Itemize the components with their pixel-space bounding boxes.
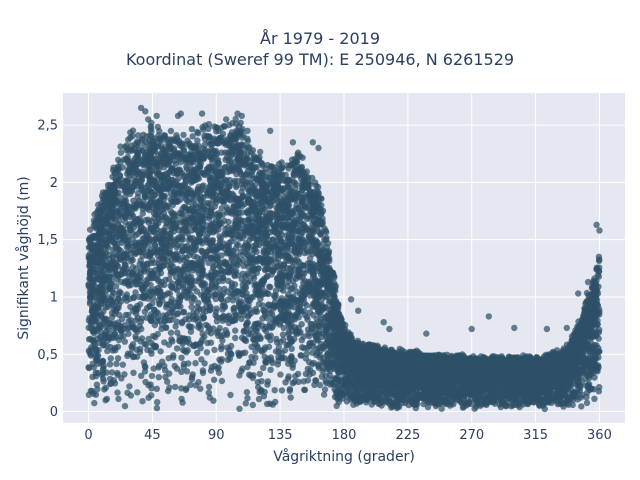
data-point — [205, 389, 212, 396]
data-point — [283, 341, 290, 349]
data-point — [150, 365, 157, 372]
data-point — [270, 292, 278, 299]
data-point — [132, 289, 139, 296]
data-point — [114, 389, 121, 396]
data-point — [272, 348, 280, 355]
data-point — [565, 401, 572, 408]
data-point — [129, 341, 137, 348]
data-point — [167, 127, 175, 135]
data-point — [244, 394, 251, 402]
data-point — [113, 360, 120, 367]
data-point — [438, 405, 445, 412]
data-point — [319, 367, 326, 375]
data-point — [286, 386, 294, 393]
data-point — [173, 345, 181, 352]
data-point — [188, 125, 196, 133]
data-point — [103, 395, 111, 403]
data-point — [218, 205, 225, 212]
data-point — [91, 399, 98, 407]
data-point — [278, 387, 286, 394]
data-point — [288, 345, 295, 352]
data-point — [90, 364, 98, 371]
data-point — [255, 395, 263, 403]
chart-title: År 1979 - 2019 — [260, 29, 380, 48]
data-point — [188, 303, 195, 311]
data-point — [596, 256, 603, 263]
data-point — [591, 395, 598, 402]
data-point — [227, 391, 234, 399]
data-point — [279, 331, 287, 338]
data-point — [278, 159, 285, 166]
data-point — [178, 368, 185, 375]
data-point — [172, 383, 179, 391]
data-point — [232, 183, 240, 191]
data-point — [320, 391, 328, 398]
data-point — [155, 374, 162, 381]
data-point — [141, 308, 148, 315]
data-point — [180, 363, 187, 370]
data-point — [167, 329, 175, 336]
data-point — [218, 377, 226, 385]
data-point — [178, 354, 185, 361]
data-point — [127, 392, 135, 399]
data-point — [312, 377, 319, 384]
data-point — [277, 371, 284, 378]
data-point — [198, 356, 205, 363]
data-point — [139, 398, 146, 405]
data-point — [265, 343, 273, 351]
data-point — [127, 214, 134, 221]
data-point — [187, 381, 194, 388]
data-point — [115, 395, 122, 403]
data-point — [199, 369, 207, 377]
data-point — [194, 137, 201, 144]
data-point — [227, 342, 235, 350]
data-point — [185, 360, 192, 367]
data-point — [149, 300, 156, 307]
data-point — [210, 376, 218, 383]
data-point — [256, 370, 263, 378]
data-point — [139, 210, 146, 217]
data-point — [150, 332, 157, 340]
data-point — [304, 365, 311, 373]
data-point — [218, 149, 225, 156]
data-point — [200, 182, 207, 189]
data-point — [289, 277, 297, 285]
data-point — [578, 403, 585, 410]
data-point — [172, 273, 180, 281]
data-point — [92, 372, 100, 380]
data-point — [265, 174, 273, 181]
data-point — [280, 336, 287, 343]
data-point — [282, 171, 289, 179]
data-point — [148, 372, 156, 380]
data-point — [173, 318, 180, 325]
data-point — [316, 381, 324, 389]
data-point — [242, 400, 249, 407]
data-point — [192, 360, 199, 367]
data-point — [141, 362, 149, 370]
data-point — [134, 389, 141, 396]
data-point — [121, 338, 128, 345]
data-point — [108, 293, 116, 300]
chart-subtitle: Koordinat (Sweref 99 TM): E 250946, N 62… — [125, 50, 515, 69]
data-point — [125, 311, 132, 319]
data-points — [85, 104, 603, 413]
data-point — [321, 386, 329, 393]
data-point — [130, 369, 137, 376]
data-point — [211, 346, 218, 354]
data-point — [214, 365, 221, 372]
data-point — [243, 389, 251, 396]
